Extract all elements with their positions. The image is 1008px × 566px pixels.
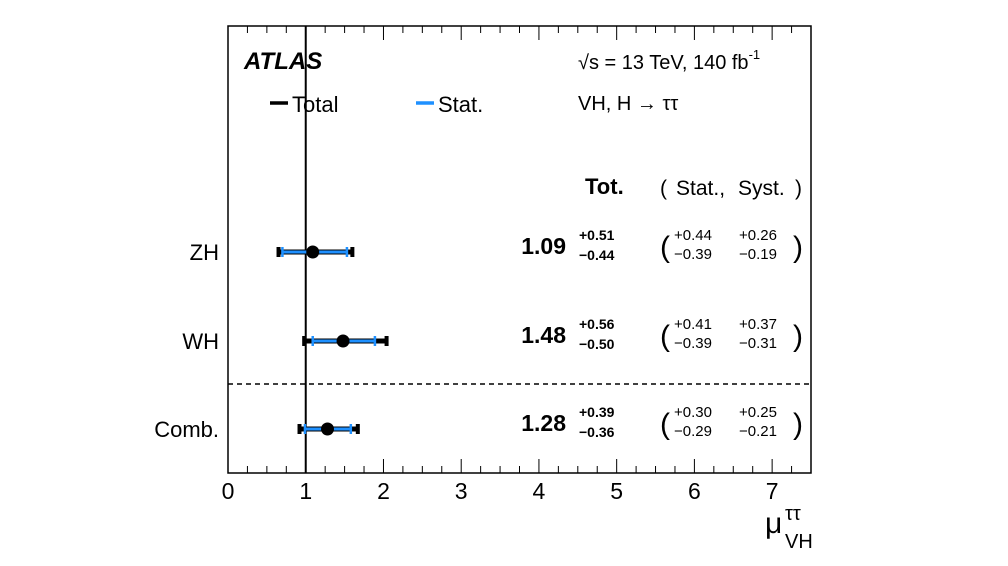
x-axis-tick-labels: 0 1 2 3 4 5 6 7	[222, 478, 779, 504]
x-tick-label: 7	[766, 478, 779, 504]
header-open-paren: (	[660, 177, 667, 200]
x-tick-label: 4	[533, 478, 546, 504]
central-value-marker	[306, 245, 320, 259]
syst-error-up: +0.25	[739, 404, 777, 421]
central-value-marker	[336, 334, 350, 348]
stat-error-up: +0.30	[674, 404, 712, 421]
x-tick-label: 6	[688, 478, 701, 504]
central-value-marker	[320, 422, 334, 436]
legend-total-label: Total	[292, 92, 338, 117]
open-paren: (	[660, 231, 670, 264]
stat-error-down: −0.39	[674, 335, 712, 352]
stat-error-up: +0.44	[674, 227, 712, 244]
total-error-down: −0.50	[579, 336, 615, 352]
x-tick-label: 1	[299, 478, 312, 504]
central-value-text: 1.09	[521, 233, 566, 259]
x-tick-label: 3	[455, 478, 468, 504]
legend-stat-label: Stat.	[438, 92, 483, 117]
experiment-label: ATLAS	[243, 48, 322, 75]
x-axis-title: μ	[765, 507, 782, 540]
entries: ZH 1.09 +0.51−0.44(+0.44−0.39+0.26−0.19)WH…	[154, 227, 803, 442]
stat-error-down: −0.29	[674, 423, 712, 440]
energy-lumi-label: √s = 13 TeV, 140 fb-1	[578, 47, 760, 74]
header-close-paren: )	[795, 177, 802, 200]
open-paren: (	[660, 320, 670, 353]
x-tick-label: 2	[377, 478, 390, 504]
close-paren: )	[793, 320, 803, 353]
x-axis-title-subscript: VH	[785, 531, 813, 553]
central-value-text: 1.28	[521, 410, 566, 436]
entry-row: Comb. 1.28 +0.39 −0.36 (+0.30 −0.29 +0.25 −0.21…	[154, 404, 803, 442]
x-axis-title-superscript: ττ	[785, 503, 801, 525]
total-error-down: −0.36	[579, 424, 615, 440]
entry-row: ZH 1.09 +0.51 −0.44 (+0.44 −0.39 +0.26 −0.19)	[190, 227, 803, 265]
syst-error-up: +0.37	[739, 316, 777, 333]
syst-error-up: +0.26	[739, 227, 777, 244]
syst-error-down: −0.31	[739, 335, 777, 352]
x-tick-label: 0	[222, 478, 235, 504]
syst-error-down: −0.21	[739, 423, 777, 440]
entry-row: WH 1.48 +0.56 −0.50 (+0.41 −0.39 +0.37 −0.31)	[182, 316, 803, 354]
x-axis-ticks	[227, 26, 812, 473]
central-value-text: 1.48	[521, 322, 566, 348]
close-paren: )	[793, 408, 803, 441]
process-label: VH, H → ττ	[578, 93, 678, 115]
stat-error-down: −0.39	[674, 246, 712, 263]
x-tick-label: 5	[610, 478, 623, 504]
total-error-down: −0.44	[579, 247, 615, 263]
entry-label: WH	[182, 329, 219, 354]
entry-label: Comb.	[154, 417, 219, 442]
header-stat: Stat.,	[676, 177, 725, 200]
open-paren: (	[660, 408, 670, 441]
header-tot: Tot.	[585, 174, 624, 199]
stat-error-up: +0.41	[674, 316, 712, 333]
close-paren: )	[793, 231, 803, 264]
total-error-up: +0.39	[579, 404, 615, 420]
total-error-up: +0.51	[579, 227, 615, 243]
header-syst: Syst.	[738, 177, 785, 200]
total-error-up: +0.56	[579, 316, 615, 332]
syst-error-down: −0.19	[739, 246, 777, 263]
entry-label: ZH	[190, 240, 219, 265]
